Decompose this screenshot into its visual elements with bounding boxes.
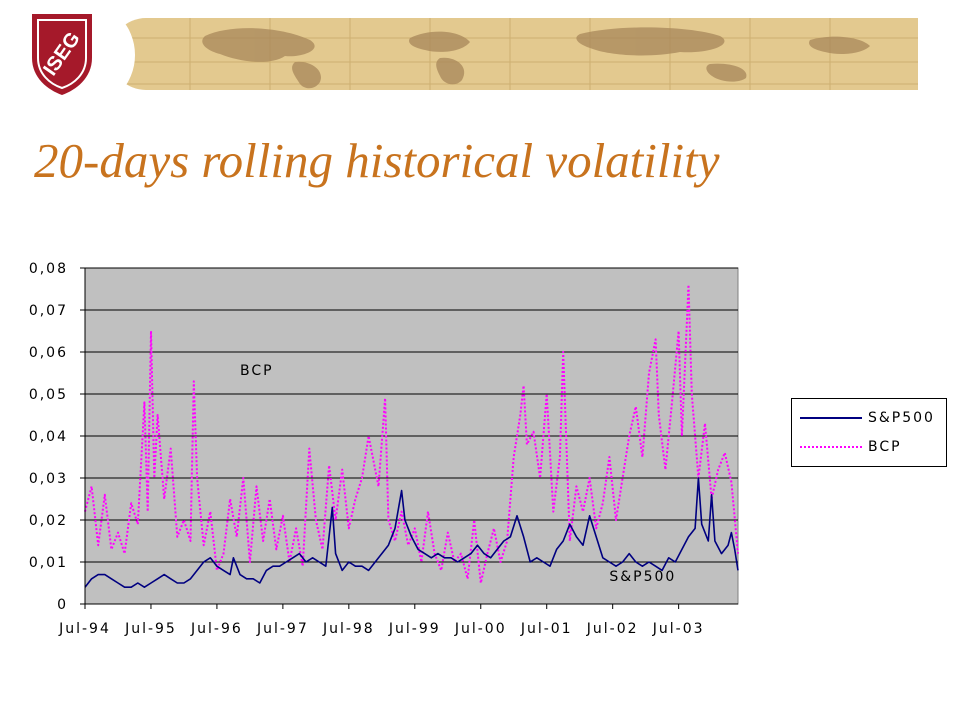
legend-label-bcp: BCP [868, 439, 902, 455]
legend-item-sp500: S&P500 [800, 408, 935, 428]
series-line-sp500 [84, 477, 739, 589]
x-tick-label: Jul-98 [322, 621, 375, 637]
x-tick-label: Jul-99 [388, 621, 441, 637]
y-tick-label: 0,02 [29, 513, 68, 529]
x-tick-label: Jul-96 [190, 621, 243, 637]
y-tick-label: 0,06 [29, 345, 68, 361]
x-tick-label: Jul-97 [256, 621, 309, 637]
x-tick-label: Jul-02 [586, 621, 639, 637]
y-axis-ticks: 0 0,01 0,02 0,03 0,04 0,05 0,06 0,07 0,08 [29, 261, 85, 613]
volatility-chart: 0 0,01 0,02 0,03 0,04 0,05 0,06 0,07 0,08 Jul-94… [29, 261, 739, 637]
logo-area: ISEG [0, 0, 135, 110]
legend-label-sp500: S&P500 [868, 410, 935, 426]
iseg-logo: ISEG [32, 14, 92, 95]
x-tick-label: Jul-94 [58, 621, 111, 637]
x-tick-label: Jul-01 [520, 621, 573, 637]
y-tick-label: 0,08 [29, 261, 68, 277]
annotations: BCP S&P500 [240, 363, 676, 585]
x-axis-ticks: Jul-94 Jul-95 Jul-96 Jul-97 Jul-98 Jul-99 Jul-… [58, 604, 705, 637]
series-layer [84, 283, 739, 589]
legend-item-bcp: BCP [800, 437, 902, 457]
y-tick-label: 0,05 [29, 387, 68, 403]
y-tick-label: 0,03 [29, 471, 68, 487]
legend-swatch-bcp [800, 446, 862, 448]
x-tick-label: Jul-00 [454, 621, 507, 637]
x-tick-label: Jul-03 [652, 621, 705, 637]
annotation-label: BCP [240, 363, 274, 379]
y-tick-label: 0 [57, 597, 68, 613]
chart-legend: S&P500 BCP [791, 398, 947, 467]
y-tick-label: 0,07 [29, 303, 68, 319]
y-tick-label: 0,01 [29, 555, 68, 571]
legend-swatch-sp500 [800, 417, 862, 419]
world-map-banner [110, 18, 918, 90]
y-tick-label: 0,04 [29, 429, 68, 445]
page-title: 20-days rolling historical volatility [34, 133, 720, 188]
x-tick-label: Jul-95 [124, 621, 177, 637]
annotation-label: S&P500 [609, 569, 676, 585]
world-map-graphic [110, 18, 918, 90]
